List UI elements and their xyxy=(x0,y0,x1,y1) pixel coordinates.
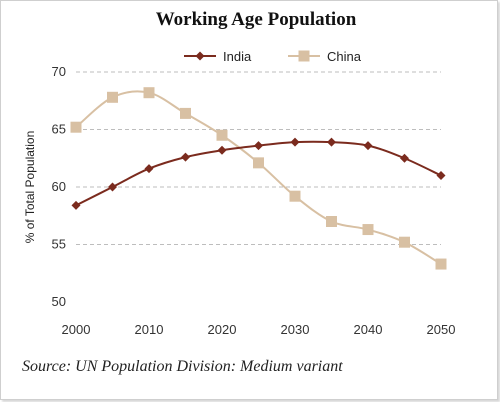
point-china-2015 xyxy=(180,107,191,119)
chart-title: Working Age Population xyxy=(155,9,357,30)
legend-marker-china xyxy=(298,50,310,62)
series-layer xyxy=(70,87,447,270)
x-tick-label-2020: 2020 xyxy=(208,322,237,337)
series-india xyxy=(71,137,446,210)
legend-label-china: China xyxy=(327,49,362,64)
x-tick-label-2000: 2000 xyxy=(62,322,91,337)
x-tick-label-2030: 2030 xyxy=(281,322,310,337)
point-china-2035 xyxy=(326,216,337,227)
y-tick-label-65: 65 xyxy=(52,122,66,137)
point-china-2000 xyxy=(70,121,82,133)
point-china-2010 xyxy=(143,87,155,99)
point-china-2050 xyxy=(435,258,447,270)
y-tick-label-60: 60 xyxy=(52,179,66,194)
point-china-2005 xyxy=(107,91,118,103)
point-china-2040 xyxy=(362,224,374,236)
axes: 50 55 60 65 70 2000 2010 2020 2030 2040 2050 % of T… xyxy=(23,64,455,337)
x-tick-label-2050: 2050 xyxy=(427,322,456,337)
point-china-2030 xyxy=(289,190,301,202)
x-tick-label-2040: 2040 xyxy=(354,322,383,337)
point-india-2045 xyxy=(400,153,409,163)
point-india-2035 xyxy=(327,137,336,147)
point-china-2025 xyxy=(253,157,264,169)
y-axis-title: % of Total Population xyxy=(23,131,37,244)
point-india-2050 xyxy=(436,171,446,180)
x-tick-label-2010: 2010 xyxy=(135,322,164,337)
y-tick-label-55: 55 xyxy=(52,237,66,252)
point-india-2010 xyxy=(144,164,154,174)
legend-label-india: India xyxy=(223,49,252,64)
point-india-2015 xyxy=(181,152,190,162)
point-india-2040 xyxy=(363,141,373,151)
point-india-2030 xyxy=(290,137,300,147)
y-tick-label-70: 70 xyxy=(52,64,66,79)
source-note: Source: UN Population Division: Medium v… xyxy=(22,358,343,375)
point-india-2020 xyxy=(217,145,227,155)
point-india-2025 xyxy=(254,141,263,151)
point-india-2000 xyxy=(71,200,81,210)
series-line-india xyxy=(75,140,442,207)
point-india-2005 xyxy=(108,182,117,192)
gridlines xyxy=(76,71,441,245)
point-china-2020 xyxy=(216,129,228,141)
legend-marker-india xyxy=(195,51,205,61)
y-tick-label-50: 50 xyxy=(52,294,66,309)
point-china-2045 xyxy=(399,236,410,248)
legend: India China xyxy=(184,49,362,64)
series-china xyxy=(70,87,447,270)
